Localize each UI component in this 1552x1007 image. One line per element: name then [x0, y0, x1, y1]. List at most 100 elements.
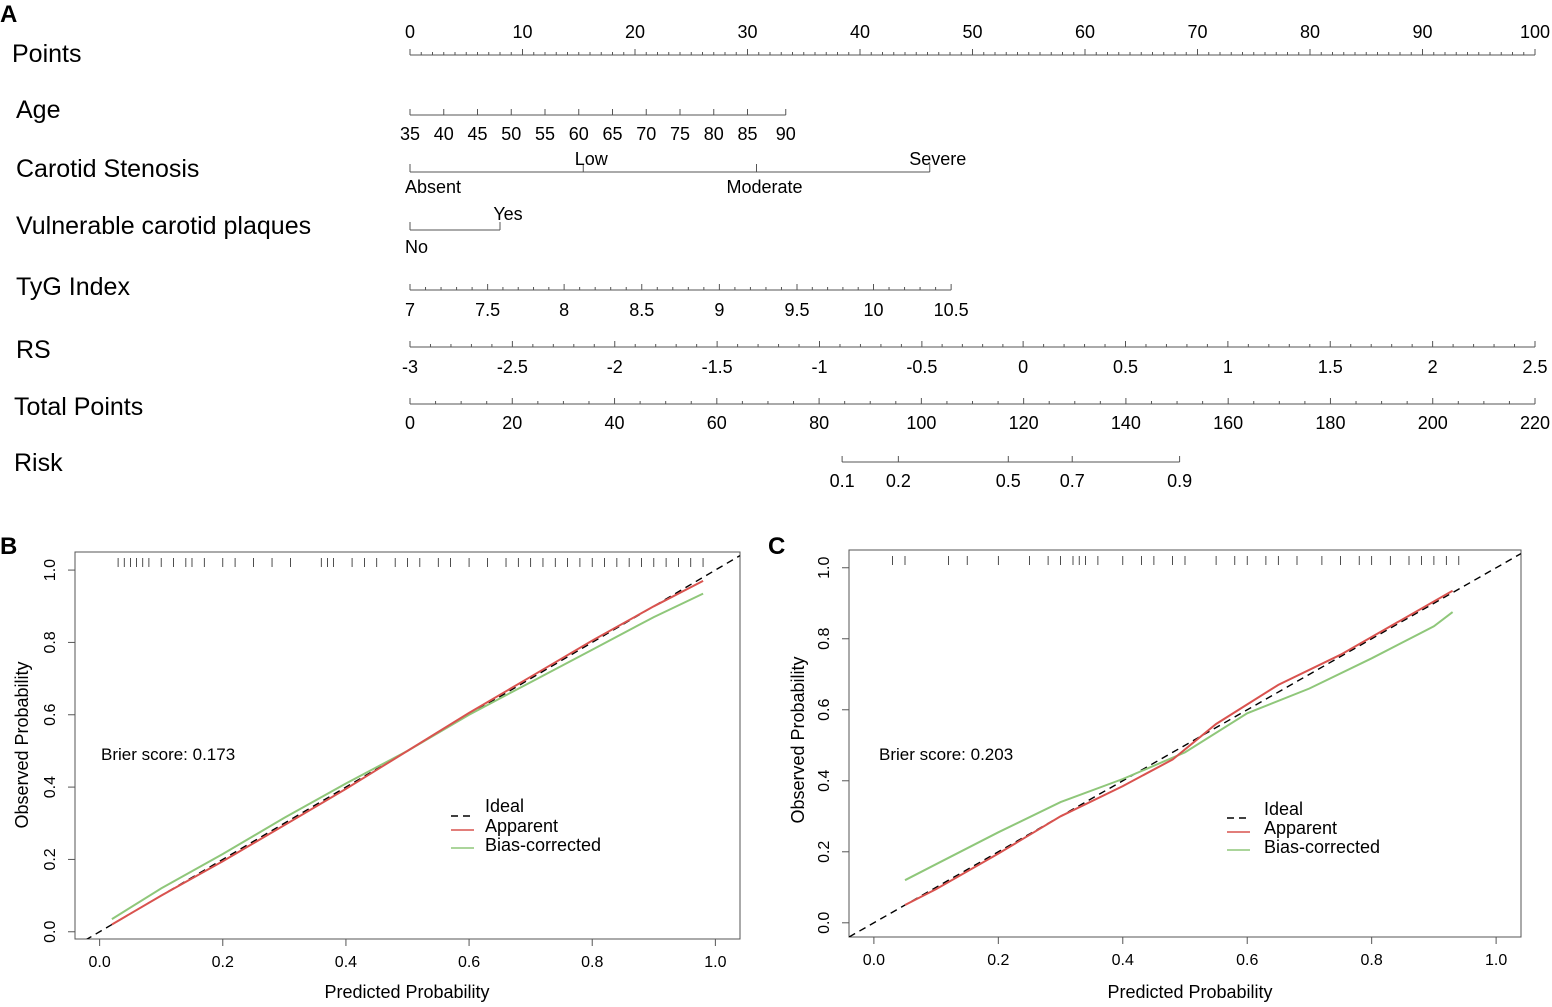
plot-b-legend-bias-corrected: Bias-corrected: [485, 835, 601, 855]
plot-c-rug: [892, 556, 1460, 565]
nomogram-label-total-points: Total Points: [14, 393, 143, 421]
vulnerable-carotid-plaques-tick-label: Yes: [493, 204, 522, 224]
rs-tick-label: 2.5: [1522, 357, 1547, 377]
rs-tick-label: 1: [1223, 357, 1233, 377]
rs-tick-label: -0.5: [906, 357, 937, 377]
total-points-axis-tick-label: 200: [1418, 413, 1448, 433]
plot-b-y-tick-label: 0.8: [42, 631, 59, 653]
nomogram-label-vulnerable-plaques: Vulnerable carotid plaques: [16, 212, 311, 240]
plot-c-x-tick-label: 0.0: [863, 952, 885, 969]
risk-axis-tick-label: 0.2: [886, 471, 911, 491]
total-points-axis-tick-label: 160: [1213, 413, 1243, 433]
rs-tick-label: 2: [1428, 357, 1438, 377]
plot-c-ylabel: Observed Probability: [788, 656, 808, 823]
age-tick-label: 55: [535, 124, 555, 144]
tyg-index-tick-label: 10: [863, 300, 883, 320]
plot-b-y-tick-label: 0.2: [42, 848, 59, 870]
total-points-axis-tick-label: 40: [605, 413, 625, 433]
plot-c-y-tick-label: 0.4: [816, 770, 833, 792]
rs-tick-label: -3: [402, 357, 418, 377]
nomogram-label-carotid-stenosis: Carotid Stenosis: [16, 155, 199, 183]
plot-c-ideal-line: [849, 552, 1521, 937]
plot-b-legend-apparent: Apparent: [485, 816, 558, 836]
nomogram-label-tyg-index: TyG Index: [16, 273, 130, 301]
plot-c-x-tick-label: 1.0: [1485, 952, 1507, 969]
plot-b-x-tick-label: 0.2: [212, 954, 234, 971]
panel-label-b: B: [0, 533, 17, 560]
tyg-index-tick-label: 8: [559, 300, 569, 320]
carotid-stenosis-tick-label: Absent: [405, 177, 461, 197]
points-axis-tick-label: 90: [1412, 22, 1432, 42]
plot-b-frame: [74, 551, 741, 940]
plot-b-x-tick-label: 0.6: [458, 954, 480, 971]
risk-axis-tick-label: 0.7: [1060, 471, 1085, 491]
total-points-axis-tick-label: 20: [502, 413, 522, 433]
age-tick-label: 40: [434, 124, 454, 144]
tyg-index-tick-label: 9.5: [784, 300, 809, 320]
plot-c-apparent-line: [904, 589, 1454, 906]
plot-c-y-tick-label: 0.6: [816, 699, 833, 721]
nomogram-label-points: Points: [12, 40, 81, 68]
plot-c-y-tick-label: 0.0: [816, 912, 833, 934]
age-tick-label: 75: [670, 124, 690, 144]
rs-tick-label: 0: [1018, 357, 1028, 377]
plot-b-legend-ideal: Ideal: [485, 796, 524, 816]
plot-c-legend-bias-corrected: Bias-corrected: [1264, 837, 1380, 857]
vulnerable-carotid-plaques-tick-label: No: [405, 237, 428, 257]
plot-b-x-tick-label: 1.0: [704, 954, 726, 971]
plot-b-rug: [117, 558, 704, 567]
plot-b-brier-annotation: Brier score: 0.173: [101, 745, 235, 764]
plot-b-ylabel: Observed Probability: [12, 661, 32, 828]
panel-label-a: A: [0, 1, 17, 28]
carotid-stenosis-tick-label: Severe: [909, 149, 966, 169]
tyg-index-tick-label: 7.5: [475, 300, 500, 320]
risk-axis-tick-label: 0.5: [996, 471, 1021, 491]
total-points-axis-tick-label: 120: [1009, 413, 1039, 433]
total-points-axis-tick-label: 220: [1520, 413, 1550, 433]
plot-b-y-tick-label: 1.0: [42, 559, 59, 581]
plot-c-x-tick-label: 0.4: [1112, 952, 1134, 969]
plot-b-x-tick-label: 0.8: [581, 954, 603, 971]
total-points-axis-tick-label: 100: [906, 413, 936, 433]
points-axis-tick-label: 80: [1300, 22, 1320, 42]
total-points-axis-tick-label: 140: [1111, 413, 1141, 433]
age-tick-label: 85: [737, 124, 757, 144]
panel-label-c: C: [768, 533, 785, 560]
points-axis-tick-label: 20: [625, 22, 645, 42]
age-tick-label: 80: [704, 124, 724, 144]
points-axis-tick-label: 50: [962, 22, 982, 42]
plot-c-y-tick-label: 0.2: [816, 841, 833, 863]
calibration-plot-c: 0.0 0.2 0.4 0.6 0.8 1.0 0.0 0.2 0.4 0.6 0.8 1.0 Pre…: [788, 549, 1522, 1002]
points-axis-tick-label: 60: [1075, 22, 1095, 42]
age-tick-label: 60: [569, 124, 589, 144]
calibration-plot-b: 0.0 0.2 0.4 0.6 0.8 1.0 0.0 0.2 0.4 0.6 0.8 1.0 Pre…: [12, 551, 741, 1002]
plot-c-legend: Ideal Apparent Bias-corrected: [1227, 799, 1380, 857]
plot-c-x-tick-label: 0.2: [987, 952, 1009, 969]
nomogram: Points Age Carotid Stenosis Vulnerable c…: [12, 22, 1550, 491]
risk-axis-tick-label: 0.9: [1167, 471, 1192, 491]
age-tick-label: 45: [467, 124, 487, 144]
plot-c-x-tick-label: 0.6: [1236, 952, 1258, 969]
plot-b-x-tick-label: 0.4: [335, 954, 357, 971]
plot-c-y-tick-label: 1.0: [816, 557, 833, 579]
age-tick-label: 90: [776, 124, 796, 144]
plot-c-frame: [848, 549, 1522, 938]
carotid-stenosis-tick-label: Low: [575, 149, 609, 169]
total-points-axis-tick-label: 60: [707, 413, 727, 433]
plot-b-y-tick-label: 0.6: [42, 704, 59, 726]
age-tick-label: 35: [400, 124, 420, 144]
rs-tick-label: -2: [607, 357, 623, 377]
plot-b-ticks: 0.0 0.2 0.4 0.6 0.8 1.0 0.0 0.2 0.4 0.6 0.8 1.0: [42, 559, 727, 971]
plot-c-xlabel: Predicted Probability: [1107, 982, 1272, 1002]
tyg-index-tick-label: 9: [714, 300, 724, 320]
plot-b-x-tick-label: 0.0: [89, 954, 111, 971]
plot-c-y-tick-label: 0.8: [816, 628, 833, 650]
risk-axis-tick-label: 0.1: [830, 471, 855, 491]
total-points-axis-tick-label: 80: [809, 413, 829, 433]
rs-tick-label: -2.5: [497, 357, 528, 377]
plot-c-ticks: 0.0 0.2 0.4 0.6 0.8 1.0 0.0 0.2 0.4 0.6 0.8 1.0: [816, 557, 1507, 969]
total-points-axis-tick-label: 0: [405, 413, 415, 433]
nomogram-label-risk: Risk: [14, 449, 63, 477]
plot-b-apparent-line: [111, 580, 704, 926]
rs-tick-label: 0.5: [1113, 357, 1138, 377]
